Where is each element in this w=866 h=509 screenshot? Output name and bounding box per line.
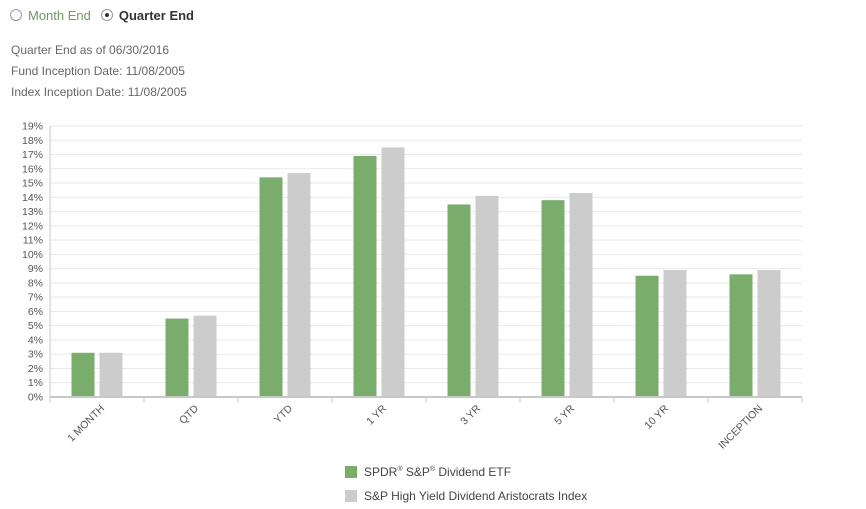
bar-index [757,270,781,397]
bar-index [569,193,593,397]
bar-fund [541,200,565,397]
y-tick-label: 12% [22,220,43,232]
bar-fund [259,177,283,397]
y-tick-label: 5% [28,320,43,332]
quarter-end-label[interactable]: Quarter End [118,7,194,23]
legend-label-fund: SPDR® S&P® Dividend ETF [364,465,512,479]
fund-inception-date: Fund Inception Date: 11/08/2005 [11,64,185,78]
month-end-label[interactable]: Month End [28,7,91,23]
month-end-radio[interactable]: Month End [10,8,91,23]
x-tick-label: 10 YR [642,402,671,431]
y-tick-label: 15% [22,178,43,190]
quarter-end-radio[interactable]: Quarter End [100,7,194,23]
bar-index [193,315,217,397]
legend-item-fund: SPDR® S&P® Dividend ETF [345,460,587,484]
x-tick-label: 1 MONTH [65,403,107,445]
bar-index [99,352,123,397]
bar-index [287,173,311,397]
quarter-end-radio-circle[interactable] [100,9,113,21]
quarter-end-date: Quarter End as of 06/30/2016 [11,43,170,57]
period-selector: Month End Quarter End [10,6,204,24]
bar-fund [729,274,753,397]
x-tick-label: 5 YR [552,402,577,427]
legend-item-index: S&P High Yield Dividend Aristocrats Inde… [345,484,587,508]
y-tick-label: 1% [28,377,43,389]
x-tick-label: 3 YR [458,402,483,427]
index-inception-date: Index Inception Date: 11/08/2005 [11,85,187,99]
date-info: Quarter End as of 06/30/2016 Fund Incept… [11,40,187,103]
bar-index [663,270,687,397]
bar-fund [71,352,95,397]
y-tick-label: 17% [22,149,43,161]
bar-fund [353,155,377,397]
legend-label-index: S&P High Yield Dividend Aristocrats Inde… [364,489,588,503]
performance-bar-chart: 0% 1% 2% 3% 4% 5% 6% 7% 8% 9% 10% 11% 12% 13% 14% 15% 16… [22,121,803,452]
y-tick-label: 2% [28,363,43,375]
y-tick-label: 10% [22,249,43,261]
y-tick-label: 13% [22,206,43,218]
bar-fund [635,275,659,397]
bar-fund [447,204,471,397]
y-tick-label: 3% [28,349,43,361]
y-tick-label: 18% [22,135,43,147]
y-tick-label: 19% [22,121,43,133]
month-end-radio-circle[interactable] [10,9,22,21]
y-tick-label: 7% [28,292,43,304]
y-tick-label: 8% [28,277,43,289]
y-tick-label: 4% [28,334,43,346]
bar-index [475,195,499,397]
x-tick-label: 1 YR [364,402,389,427]
chart-legend: SPDR® S&P® Dividend ETF S&P High Yield D… [345,460,587,508]
x-tick-label: YTD [272,402,296,426]
y-tick-label: 16% [22,163,43,175]
x-tick-label: INCEPTION [716,403,765,452]
bar-fund [165,318,189,397]
y-tick-label: 11% [23,235,43,247]
legend-swatch-index [345,490,357,502]
y-tick-label: 9% [28,263,43,275]
legend-swatch-fund [345,466,357,478]
x-tick-label: QTD [177,402,201,426]
y-tick-label: 6% [28,306,43,318]
y-tick-label: 0% [28,392,43,404]
bar-index [381,147,405,397]
y-tick-label: 14% [22,192,43,204]
